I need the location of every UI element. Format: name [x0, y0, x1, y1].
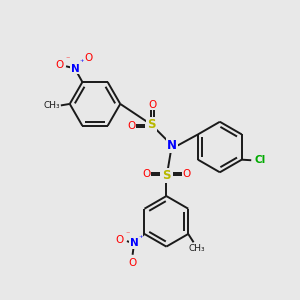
Text: ⁺: ⁺ [79, 58, 84, 67]
Text: O: O [116, 235, 124, 245]
Text: Cl: Cl [254, 155, 266, 165]
Text: ⁺: ⁺ [138, 234, 143, 243]
Text: CH₃: CH₃ [43, 101, 60, 110]
Text: O: O [148, 100, 157, 110]
Text: ⁻: ⁻ [65, 54, 69, 63]
Text: ⁻: ⁻ [125, 229, 130, 238]
Text: O: O [55, 60, 63, 70]
Text: O: O [142, 169, 150, 179]
Text: N: N [70, 64, 79, 74]
Text: S: S [147, 118, 156, 131]
Text: O: O [182, 169, 191, 179]
Text: O: O [127, 121, 135, 131]
Text: N: N [167, 139, 177, 152]
Text: S: S [162, 169, 171, 182]
Text: N: N [130, 238, 138, 248]
Text: O: O [128, 258, 137, 268]
Text: O: O [84, 53, 92, 63]
Text: CH₃: CH₃ [188, 244, 205, 253]
